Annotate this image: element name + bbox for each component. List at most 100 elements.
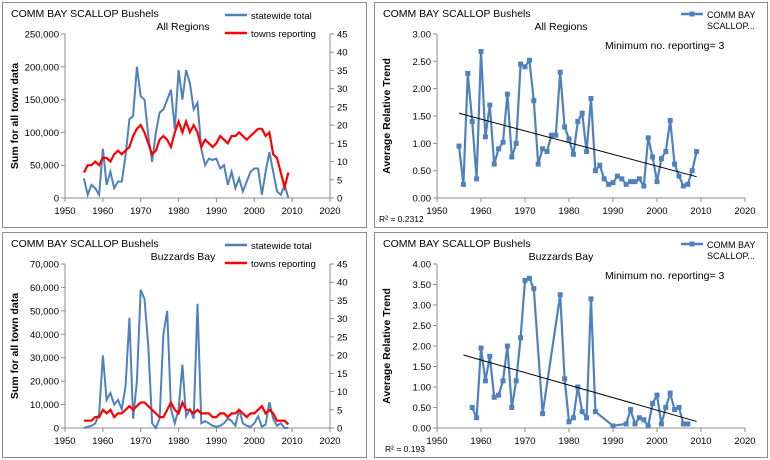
data-point [654,392,660,398]
data-point [672,161,678,167]
data-point [636,176,642,182]
y2-tick-label: 40 [337,48,348,59]
data-point [504,343,510,349]
x-tick-label: 1950 [426,436,447,447]
linear-trendline [458,112,697,178]
data-point [531,286,537,292]
data-point [614,173,620,179]
x-tick-label: 1960 [92,436,113,447]
data-point [474,176,480,182]
x-tick-label: 1990 [602,436,623,447]
data-point [566,136,572,142]
x-tick-label: 2020 [319,206,340,217]
data-point [478,48,484,54]
data-point [685,421,691,427]
y2-tick-label: 20 [337,121,348,132]
data-point [623,421,629,427]
linear-trendline [463,354,697,422]
x-tick-label: 1960 [92,206,113,217]
y-tick-label: 20,000 [30,377,59,388]
data-point [509,405,515,410]
y-tick-label: 1.00 [413,383,432,394]
data-point [544,149,550,155]
legend-label-towns-reporting: towns reporting [251,259,316,270]
x-tick-label: 1970 [514,436,535,447]
y2-tick-label: 0 [337,424,342,435]
data-point [667,390,673,396]
x-tick-label: 2000 [646,206,667,217]
data-point [562,124,568,130]
data-point [623,181,629,187]
y-tick-label: 0.00 [413,194,432,205]
data-point [575,118,581,124]
y2-tick-label: 45 [337,260,348,271]
data-point [460,181,466,187]
data-point [689,168,695,174]
data-point [487,102,493,108]
data-point [509,154,515,160]
data-point [676,173,682,179]
data-point [535,161,541,167]
data-point [672,407,678,413]
chart-header: COMM BAY SCALLOP Bushels [11,8,159,20]
y2-tick-label: 10 [337,387,348,398]
data-point [628,407,634,413]
data-point [526,57,532,63]
y2-tick-label: 5 [337,175,342,186]
data-point [628,179,634,185]
data-point [566,419,572,425]
data-point [685,181,691,187]
y2-tick-label: 25 [337,332,348,343]
r-squared-label: R² = 0.193 [385,444,425,454]
chart-title: Buzzards Bay [529,251,595,263]
chart-title: All Regions [534,21,587,33]
x-tick-label: 2000 [646,436,667,447]
y2-tick-label: 30 [337,84,348,95]
y2-tick-label: 40 [337,278,348,289]
data-point [601,176,607,182]
data-point [570,151,576,157]
data-point [456,143,462,149]
y-tick-label: 150,000 [25,95,59,106]
x-tick-label: 1990 [206,206,227,217]
data-point [500,139,506,145]
data-point [641,183,647,189]
legend-label-line-2: SCALLOP... [707,21,755,31]
y2-tick-label: 15 [337,139,348,150]
y-tick-label: 2.50 [413,57,432,68]
x-tick-label: 1970 [514,206,535,217]
y-tick-label: 2.00 [413,84,432,95]
y-tick-label: 60,000 [30,283,59,294]
legend-label-line-1: COMM BAY [707,10,755,20]
y2-tick-label: 25 [337,102,348,113]
data-point [478,345,484,351]
chart-panel-buzzards-bay-sum: COMM BAY SCALLOP Bushels Buzzards Bay 0 10,… [2,232,367,458]
data-point [588,96,594,102]
y-tick-label: 0.00 [413,424,432,435]
data-point [645,423,651,429]
data-point [632,179,638,185]
y2-tick-label: 10 [337,157,348,168]
statewide-total-line [82,66,290,199]
data-point [592,168,598,174]
chart-header: COMM BAY SCALLOP Bushels [383,8,531,20]
minimum-reporting-note: Minimum no. reporting= 3 [605,40,725,52]
y-axis-label: Average Relative Trend [381,58,393,174]
chart-panel-all-regions-sum: COMM BAY SCALLOP Bushels All Regions 0 50,0… [2,2,367,228]
y-tick-label: 100,000 [25,128,59,139]
data-point [579,110,585,116]
x-tick-label: 1960 [470,436,491,447]
y-axis-label: Sum for all town data [9,63,21,169]
x-tick-label: 2000 [244,436,265,447]
x-tick-label: 2010 [282,206,303,217]
chart-panel-buzzards-bay-trend: COMM BAY SCALLOP Bushels Buzzards Bay 0.00… [374,232,768,458]
data-point [658,421,664,427]
y-tick-label: 250,000 [25,30,59,41]
data-point [610,423,616,429]
data-point [513,378,519,384]
x-tick-label: 2010 [690,436,711,447]
data-point [540,146,546,152]
data-point [465,70,471,76]
data-point [584,415,590,421]
